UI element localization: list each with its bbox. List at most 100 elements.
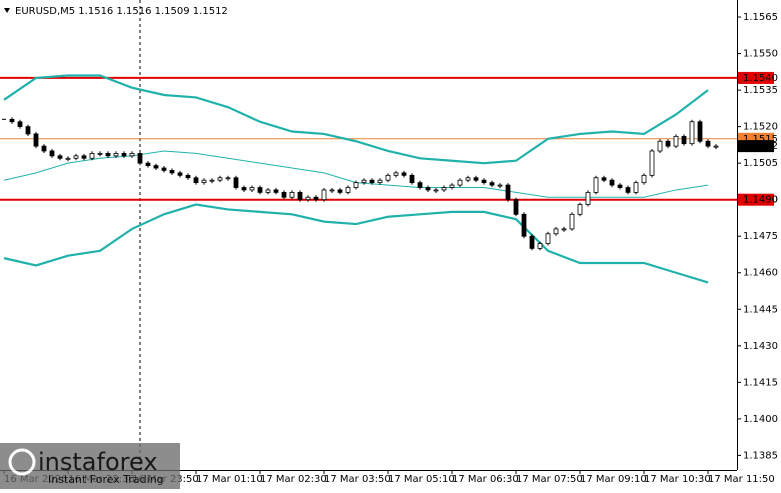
candle-body — [145, 162, 151, 166]
candle-body — [385, 174, 391, 181]
candle-body — [473, 177, 479, 181]
candle-body — [25, 126, 31, 135]
logo-tagline: Instant Forex Trading — [48, 473, 164, 486]
candle-body — [273, 189, 279, 193]
x-tick-label: 17 Mar 10:30 — [644, 474, 711, 485]
candle-body — [289, 191, 295, 198]
candle-body — [297, 191, 303, 201]
candle-body — [249, 187, 255, 191]
x-tick-label: 17 Mar 07:50 — [516, 474, 583, 485]
y-tick-label: 1.1565 — [743, 12, 778, 23]
candle-body — [633, 182, 639, 193]
candle-body — [689, 121, 695, 145]
candle-body — [593, 177, 599, 193]
candle-body — [497, 184, 503, 187]
y-tick-label: 1.1460 — [743, 268, 778, 279]
candle-body — [57, 155, 63, 159]
candle-body — [561, 228, 567, 231]
candle-body — [257, 187, 263, 193]
candle-body — [585, 191, 591, 205]
candle-body — [713, 145, 719, 148]
candle-body — [65, 157, 71, 160]
y-tick-label: 1.1415 — [743, 377, 778, 388]
logo-name: instaforex — [38, 448, 158, 476]
logo-background — [0, 443, 180, 489]
candle-body — [625, 187, 631, 193]
candle-body — [681, 135, 687, 145]
y-tick-label: 1.1535 — [743, 85, 778, 96]
x-tick-label: 17 Mar 02:30 — [260, 474, 327, 485]
candle-body — [457, 179, 463, 186]
candle-body — [97, 153, 103, 155]
candle-body — [305, 196, 311, 201]
candle-body — [105, 153, 111, 157]
candle-body — [441, 187, 447, 191]
y-tick-label: 1.1430 — [743, 341, 778, 352]
x-tick-label: 17 Mar 09:10 — [580, 474, 647, 485]
candle-body — [537, 243, 543, 249]
candle-body — [193, 177, 199, 184]
candle-body — [121, 153, 127, 157]
candle-body — [337, 189, 343, 193]
candle-body — [49, 150, 55, 157]
last-price-label: 1.1512 — [743, 141, 778, 152]
candle-body — [697, 121, 703, 142]
candle-body — [129, 153, 135, 157]
candle-body — [169, 170, 175, 174]
y-tick-label: 1.1445 — [743, 304, 778, 315]
candle-body — [225, 177, 231, 180]
candle-body — [481, 179, 487, 184]
level-price-box — [738, 71, 774, 84]
candle-body — [17, 121, 23, 128]
bollinger-band — [3, 74, 709, 165]
y-tick-label: 1.1385 — [743, 450, 778, 461]
title-arrow — [4, 8, 10, 13]
y-tick-label: 1.1400 — [743, 414, 778, 425]
candle-body — [505, 184, 511, 201]
x-tick-label: 17 Mar 06:30 — [452, 474, 519, 485]
candle-body — [577, 204, 583, 215]
candle-body — [433, 189, 439, 192]
candle-body — [201, 179, 207, 184]
candle-body — [41, 145, 47, 152]
candle-body — [705, 140, 711, 147]
candle-body — [553, 228, 559, 235]
candle-body — [641, 174, 647, 184]
bollinger-band — [3, 203, 709, 284]
candle-body — [617, 184, 623, 188]
candle-body — [265, 189, 271, 193]
candle-body — [233, 177, 239, 188]
candle-body — [649, 150, 655, 176]
x-tick-label: 17 Mar 11:50 — [708, 474, 775, 485]
candle-body — [609, 179, 615, 186]
chart-title: EURUSD,M5 1.1516 1.1516 1.1509 1.1512 — [15, 6, 228, 17]
candle-body — [113, 153, 119, 157]
candle-body — [329, 189, 335, 192]
candle-body — [353, 182, 359, 188]
candle-body — [161, 167, 167, 171]
candle-body — [401, 172, 407, 176]
candle-body — [601, 177, 607, 181]
candle-body — [417, 182, 423, 188]
x-tick-label: 17 Mar 01:10 — [196, 474, 263, 485]
logo-icon — [8, 448, 36, 476]
candle-body — [569, 213, 575, 230]
candle-body — [81, 155, 87, 159]
candle-body — [33, 133, 39, 147]
candle-body — [657, 140, 663, 152]
candle-body — [393, 172, 399, 176]
candle-body — [153, 165, 159, 169]
candle-body — [217, 177, 223, 181]
candle-body — [241, 187, 247, 191]
level-price-label: 1.1515 — [743, 134, 778, 145]
candle-body — [185, 174, 191, 179]
candle-body — [665, 140, 671, 147]
candle-body — [137, 153, 143, 164]
candle-body — [409, 174, 415, 184]
level-price-label: 1.1540 — [743, 73, 778, 84]
candle-body — [377, 179, 383, 184]
candle-body — [449, 184, 455, 188]
